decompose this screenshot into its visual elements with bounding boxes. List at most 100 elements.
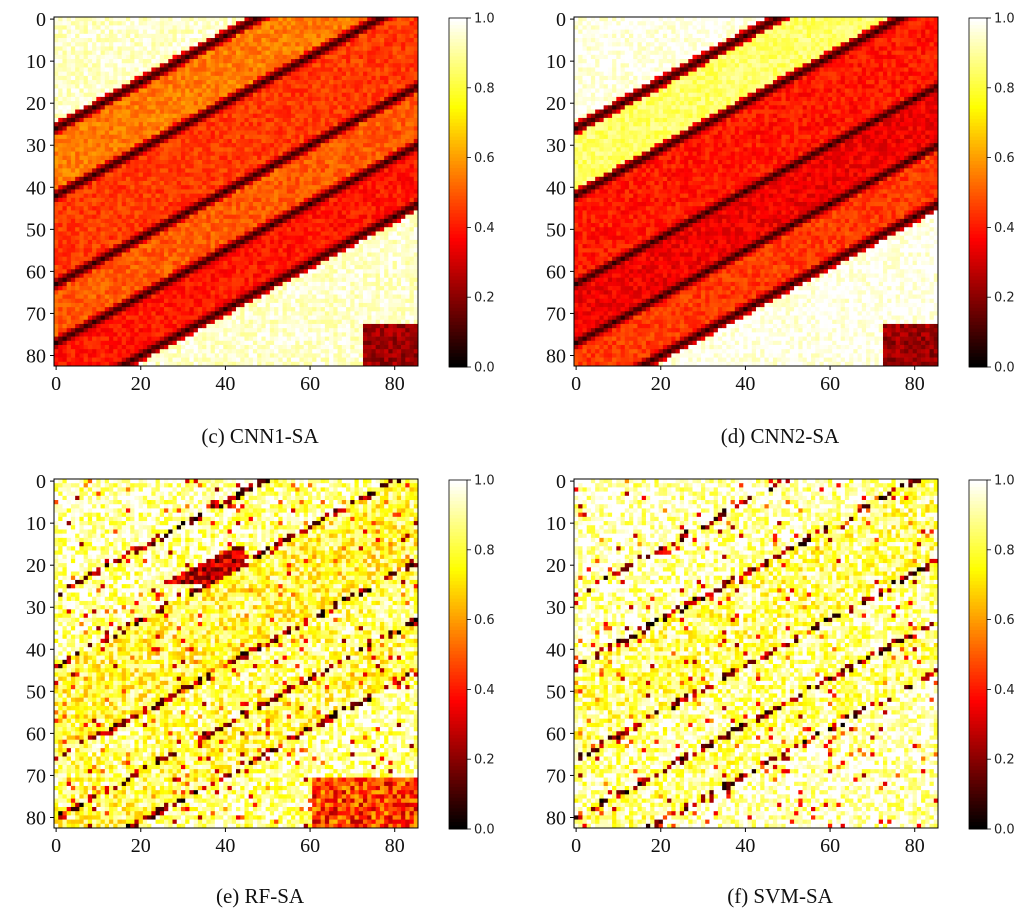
heatmap-cell xyxy=(291,84,296,89)
heatmap-cell xyxy=(341,223,347,228)
heatmap-cell xyxy=(66,202,72,207)
heatmap-cell xyxy=(375,80,381,85)
heatmap-cell xyxy=(388,235,393,241)
heatmap-cell xyxy=(392,54,398,60)
heatmap-cell xyxy=(62,130,68,136)
heatmap-cell xyxy=(384,63,389,68)
heatmap-cell xyxy=(219,54,224,60)
heatmap-cell xyxy=(193,244,199,249)
heatmap-cell xyxy=(299,231,305,236)
heatmap-cell xyxy=(324,59,330,64)
heatmap-cell xyxy=(155,130,161,136)
heatmap-cell xyxy=(121,59,127,64)
heatmap-cell xyxy=(66,176,72,182)
heatmap-cell xyxy=(206,50,211,56)
heatmap-cell xyxy=(401,256,406,262)
heatmap-cell xyxy=(295,223,300,228)
heatmap-cell xyxy=(214,176,220,182)
heatmap-cell xyxy=(117,244,123,249)
heatmap-cell xyxy=(392,67,398,73)
heatmap-cell xyxy=(138,63,144,68)
heatmap-cell xyxy=(155,185,161,190)
heatmap-cell xyxy=(130,84,135,89)
heatmap-cell xyxy=(341,189,347,194)
heatmap-cell xyxy=(278,105,283,110)
heatmap-cell xyxy=(117,134,123,140)
heatmap-cell xyxy=(62,38,68,43)
heatmap-cell xyxy=(341,25,347,30)
heatmap-cell xyxy=(413,176,419,182)
heatmap-cell xyxy=(240,235,245,241)
heatmap-cell xyxy=(164,25,169,30)
heatmap-cell xyxy=(227,206,233,211)
heatmap-cell xyxy=(197,244,203,249)
heatmap-cell xyxy=(189,180,195,186)
heatmap-cell xyxy=(159,105,165,110)
heatmap-cell xyxy=(413,151,419,157)
heatmap-cell xyxy=(231,214,237,220)
heatmap-cell xyxy=(62,54,68,60)
heatmap-cell xyxy=(180,193,186,199)
heatmap-cell xyxy=(151,147,156,152)
heatmap-cell xyxy=(231,63,237,68)
heatmap-cell xyxy=(54,109,59,115)
heatmap-cell xyxy=(291,109,296,115)
heatmap-cell xyxy=(70,59,76,64)
heatmap-cell xyxy=(219,210,224,215)
heatmap-cell xyxy=(62,252,68,258)
heatmap-cell xyxy=(130,130,135,136)
heatmap-cell xyxy=(164,189,169,194)
heatmap-cell xyxy=(291,180,296,186)
heatmap-cell xyxy=(92,206,97,211)
heatmap-cell xyxy=(130,151,135,157)
heatmap-cell xyxy=(252,256,258,262)
heatmap-cell xyxy=(62,63,68,68)
heatmap-cell xyxy=(121,80,127,85)
heatmap-cell xyxy=(164,218,169,224)
heatmap-cell xyxy=(87,231,93,236)
heatmap-cell xyxy=(202,138,207,144)
heatmap-cell xyxy=(155,109,161,115)
heatmap-cell xyxy=(362,180,368,186)
heatmap-cell xyxy=(70,143,76,148)
heatmap-cell xyxy=(329,193,334,199)
heatmap-cell xyxy=(274,206,279,211)
heatmap-cell xyxy=(278,151,283,157)
heatmap-cell xyxy=(54,50,59,56)
heatmap-cell xyxy=(168,88,173,94)
heatmap-cell xyxy=(354,256,360,262)
heatmap-cell xyxy=(227,21,233,26)
heatmap-cell xyxy=(138,143,144,148)
heatmap-cell xyxy=(405,151,410,157)
heatmap-cell xyxy=(125,235,131,241)
heatmap-cell xyxy=(223,143,228,148)
heatmap-cell xyxy=(109,223,114,228)
heatmap-cell xyxy=(312,256,317,262)
heatmap-cell xyxy=(329,244,334,249)
heatmap-cell xyxy=(320,202,326,207)
heatmap-cell xyxy=(147,168,152,173)
heatmap-cell xyxy=(70,101,76,106)
heatmap-cell xyxy=(70,21,76,26)
heatmap-cell xyxy=(202,38,207,43)
heatmap-cell xyxy=(354,189,360,194)
heatmap-cell xyxy=(109,138,114,144)
heatmap-cell xyxy=(329,202,334,207)
heatmap-cell xyxy=(66,33,72,39)
heatmap-cell xyxy=(100,101,106,106)
heatmap-cell xyxy=(278,92,283,98)
heatmap-cell xyxy=(396,248,402,253)
heatmap-cell xyxy=(320,197,326,203)
heatmap-cell xyxy=(70,75,76,81)
heatmap-cell xyxy=(350,210,355,215)
heatmap-cell xyxy=(172,227,178,232)
heatmap-cell xyxy=(384,96,389,102)
heatmap-cell xyxy=(240,130,245,136)
heatmap-cell xyxy=(125,96,131,102)
heatmap-cell xyxy=(265,84,271,89)
heatmap-cell xyxy=(312,155,317,161)
heatmap-cell xyxy=(240,176,245,182)
heatmap-cell xyxy=(87,143,93,148)
heatmap-cell xyxy=(219,29,224,35)
heatmap-cell xyxy=(180,227,186,232)
